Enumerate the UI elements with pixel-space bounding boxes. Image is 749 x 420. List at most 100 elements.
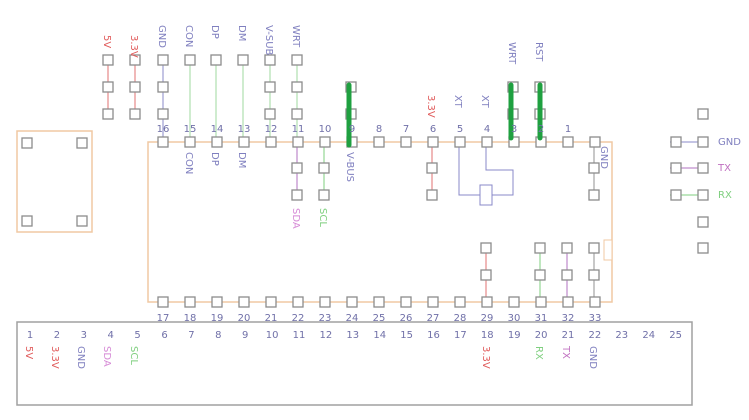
connector-number: 23 xyxy=(615,330,628,341)
pad xyxy=(264,81,276,93)
header-label: 5V xyxy=(101,35,112,48)
pad xyxy=(346,296,358,308)
pad xyxy=(427,136,439,148)
pad xyxy=(670,189,682,201)
pad xyxy=(291,54,303,66)
connector-number: 10 xyxy=(266,330,279,341)
jumper-label: RST xyxy=(533,42,544,62)
connector-label: RX xyxy=(533,346,544,360)
connector-number: 7 xyxy=(188,330,194,341)
pad xyxy=(373,136,385,148)
pad xyxy=(454,296,466,308)
pin-number: 21 xyxy=(265,313,278,324)
pin-number: 9 xyxy=(349,124,355,135)
pad xyxy=(534,269,546,281)
pad xyxy=(319,136,331,148)
connector-number: 25 xyxy=(669,330,682,341)
connector-number: 13 xyxy=(346,330,359,341)
pin-number: 25 xyxy=(373,313,386,324)
pad xyxy=(454,136,466,148)
pad xyxy=(561,269,573,281)
pad xyxy=(238,296,250,308)
pad xyxy=(291,81,303,93)
connector-number: 17 xyxy=(454,330,467,341)
connector-number: 3 xyxy=(81,330,87,341)
button-outline xyxy=(16,130,93,233)
pad xyxy=(265,296,277,308)
pad xyxy=(76,137,88,149)
pad xyxy=(508,136,520,148)
module-tab xyxy=(603,239,613,261)
pad xyxy=(426,189,438,201)
pin-number: 26 xyxy=(400,313,413,324)
pin-number: 29 xyxy=(481,313,494,324)
pad xyxy=(697,162,709,174)
pin-number: 23 xyxy=(319,313,332,324)
header-label: GND xyxy=(156,25,167,48)
pads xyxy=(21,54,709,308)
connector-number: 2 xyxy=(54,330,60,341)
pad xyxy=(291,162,303,174)
connector-label: 3.3V xyxy=(49,346,60,369)
pad xyxy=(697,242,709,254)
pad xyxy=(319,296,331,308)
pad xyxy=(238,136,250,148)
pad xyxy=(157,296,169,308)
pin-label: XT xyxy=(452,95,463,109)
connector-number: 24 xyxy=(642,330,655,341)
pad xyxy=(76,215,88,227)
connector-label: TX xyxy=(560,345,571,359)
connector-outline xyxy=(16,321,693,406)
pin-number: 33 xyxy=(589,313,602,324)
pad xyxy=(102,81,114,93)
connector-number: 18 xyxy=(481,330,494,341)
connector-number: 15 xyxy=(400,330,413,341)
pad xyxy=(508,296,520,308)
pad xyxy=(318,189,330,201)
wires xyxy=(107,60,703,302)
connector-number: 6 xyxy=(161,330,167,341)
pin-number: 28 xyxy=(454,313,467,324)
connector-number: 14 xyxy=(373,330,386,341)
connector-number: 20 xyxy=(535,330,548,341)
connector-number: 19 xyxy=(508,330,521,341)
pin-number: 1 xyxy=(565,124,571,135)
pad xyxy=(292,136,304,148)
pad xyxy=(184,54,196,66)
pad xyxy=(21,137,33,149)
pad xyxy=(129,108,141,120)
pad xyxy=(534,242,546,254)
pin-number: 27 xyxy=(427,313,440,324)
pin-number: 32 xyxy=(562,313,575,324)
pin-number: 13 xyxy=(238,124,251,135)
connector-number: 22 xyxy=(589,330,602,341)
pad xyxy=(400,136,412,148)
pad xyxy=(102,54,114,66)
pad xyxy=(210,54,222,66)
pad xyxy=(264,108,276,120)
pin-number: 14 xyxy=(211,124,224,135)
header-label: 3.3V xyxy=(128,35,139,58)
connector-label: GND xyxy=(587,346,598,369)
pad xyxy=(400,296,412,308)
pad xyxy=(427,296,439,308)
pad xyxy=(157,81,169,93)
jumper-label: WRT xyxy=(506,42,517,65)
pad xyxy=(291,108,303,120)
connector-label: SDA xyxy=(101,346,112,367)
side-label: GND xyxy=(718,137,741,148)
pin-label: SDA xyxy=(290,208,301,229)
connector-number: 8 xyxy=(215,330,221,341)
pad xyxy=(157,108,169,120)
connector-number: 9 xyxy=(242,330,248,341)
pad xyxy=(589,136,601,148)
pin-number: 20 xyxy=(238,313,251,324)
pad xyxy=(588,162,600,174)
pad xyxy=(129,81,141,93)
pin-number: 5 xyxy=(457,124,463,135)
pad xyxy=(102,108,114,120)
connector-number: 16 xyxy=(427,330,440,341)
connector-number: 11 xyxy=(293,330,306,341)
pin-number: 31 xyxy=(535,313,548,324)
pin-number: 10 xyxy=(319,124,332,135)
